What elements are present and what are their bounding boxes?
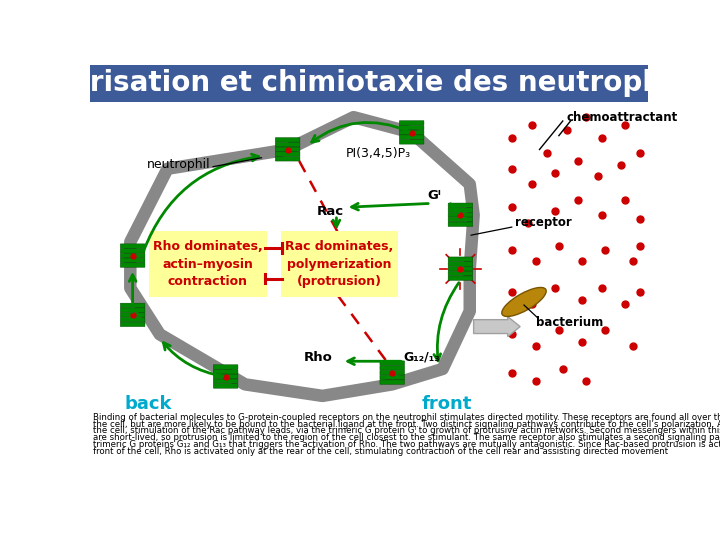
FancyBboxPatch shape: [275, 152, 300, 156]
FancyBboxPatch shape: [281, 231, 398, 298]
FancyBboxPatch shape: [120, 244, 145, 248]
FancyBboxPatch shape: [120, 308, 145, 312]
FancyBboxPatch shape: [448, 276, 473, 280]
FancyBboxPatch shape: [380, 380, 405, 384]
FancyBboxPatch shape: [275, 147, 300, 152]
FancyBboxPatch shape: [120, 303, 145, 308]
Text: receptor: receptor: [515, 216, 572, 229]
Text: G₁₂/₁₃: G₁₂/₁₃: [404, 351, 441, 364]
Text: Rho: Rho: [304, 351, 333, 364]
Text: Binding of bacterial molecules to G-protein-coupled receptors on the neutrophil : Binding of bacterial molecules to G-prot…: [93, 413, 720, 422]
Text: the cell, stimulation of the Rac pathway leads, via the trimeric G protein Gᴵ to: the cell, stimulation of the Rac pathway…: [93, 427, 720, 435]
FancyBboxPatch shape: [90, 65, 648, 102]
FancyBboxPatch shape: [213, 374, 238, 379]
Text: Rac: Rac: [317, 205, 344, 218]
FancyBboxPatch shape: [448, 222, 473, 226]
FancyBboxPatch shape: [213, 379, 238, 383]
FancyBboxPatch shape: [448, 257, 473, 261]
FancyBboxPatch shape: [380, 375, 405, 380]
Text: front of the cell, Rho is activated only at the rear of the cell, stimulating co: front of the cell, Rho is activated only…: [93, 447, 668, 456]
FancyBboxPatch shape: [448, 213, 473, 217]
Text: trimeric G proteins G₁₂ and G₁₃ that triggers the activation of Rho. The two pat: trimeric G proteins G₁₂ and G₁₃ that tri…: [93, 440, 720, 449]
Text: Rac dominates,
polymerization
(protrusion): Rac dominates, polymerization (protrusio…: [285, 240, 394, 288]
FancyBboxPatch shape: [380, 366, 405, 370]
FancyBboxPatch shape: [380, 361, 405, 366]
FancyBboxPatch shape: [400, 135, 424, 139]
FancyBboxPatch shape: [275, 143, 300, 147]
FancyBboxPatch shape: [213, 364, 238, 369]
Text: are short-lived, so protrusion is limited to the region of the cell closest to t: are short-lived, so protrusion is limite…: [93, 433, 720, 442]
FancyBboxPatch shape: [448, 208, 473, 212]
Text: Gᴵ: Gᴵ: [427, 189, 441, 202]
Text: bacterium: bacterium: [536, 316, 603, 329]
Text: back: back: [125, 395, 172, 413]
FancyBboxPatch shape: [120, 313, 145, 317]
FancyBboxPatch shape: [120, 248, 145, 253]
Text: PI(3,4,5)P₃: PI(3,4,5)P₃: [346, 147, 411, 160]
Text: Rho dominates,
actin–myosin
contraction: Rho dominates, actin–myosin contraction: [153, 240, 263, 288]
FancyBboxPatch shape: [120, 263, 145, 267]
FancyBboxPatch shape: [448, 217, 473, 222]
FancyBboxPatch shape: [149, 231, 266, 298]
Text: Polarisation et chimiotaxie des neutrophiles: Polarisation et chimiotaxie des neutroph…: [22, 69, 716, 97]
FancyBboxPatch shape: [120, 258, 145, 262]
FancyArrow shape: [474, 316, 520, 336]
FancyBboxPatch shape: [400, 130, 424, 134]
Text: front: front: [421, 395, 472, 413]
Text: the cell, but are more likely to be bound to the bacterial ligand at the front. : the cell, but are more likely to be boun…: [93, 420, 720, 429]
FancyBboxPatch shape: [120, 318, 145, 322]
Ellipse shape: [502, 287, 546, 316]
FancyBboxPatch shape: [400, 120, 424, 125]
FancyBboxPatch shape: [275, 138, 300, 142]
FancyBboxPatch shape: [448, 271, 473, 276]
Text: chemoattractant: chemoattractant: [567, 111, 678, 124]
FancyBboxPatch shape: [400, 140, 424, 144]
FancyBboxPatch shape: [448, 203, 473, 207]
FancyBboxPatch shape: [275, 157, 300, 161]
FancyBboxPatch shape: [448, 262, 473, 266]
FancyBboxPatch shape: [380, 370, 405, 375]
FancyBboxPatch shape: [213, 384, 238, 388]
FancyBboxPatch shape: [120, 253, 145, 258]
Text: neutrophil: neutrophil: [148, 158, 211, 171]
FancyBboxPatch shape: [213, 369, 238, 374]
FancyBboxPatch shape: [400, 125, 424, 130]
FancyBboxPatch shape: [448, 266, 473, 271]
FancyBboxPatch shape: [120, 322, 145, 327]
